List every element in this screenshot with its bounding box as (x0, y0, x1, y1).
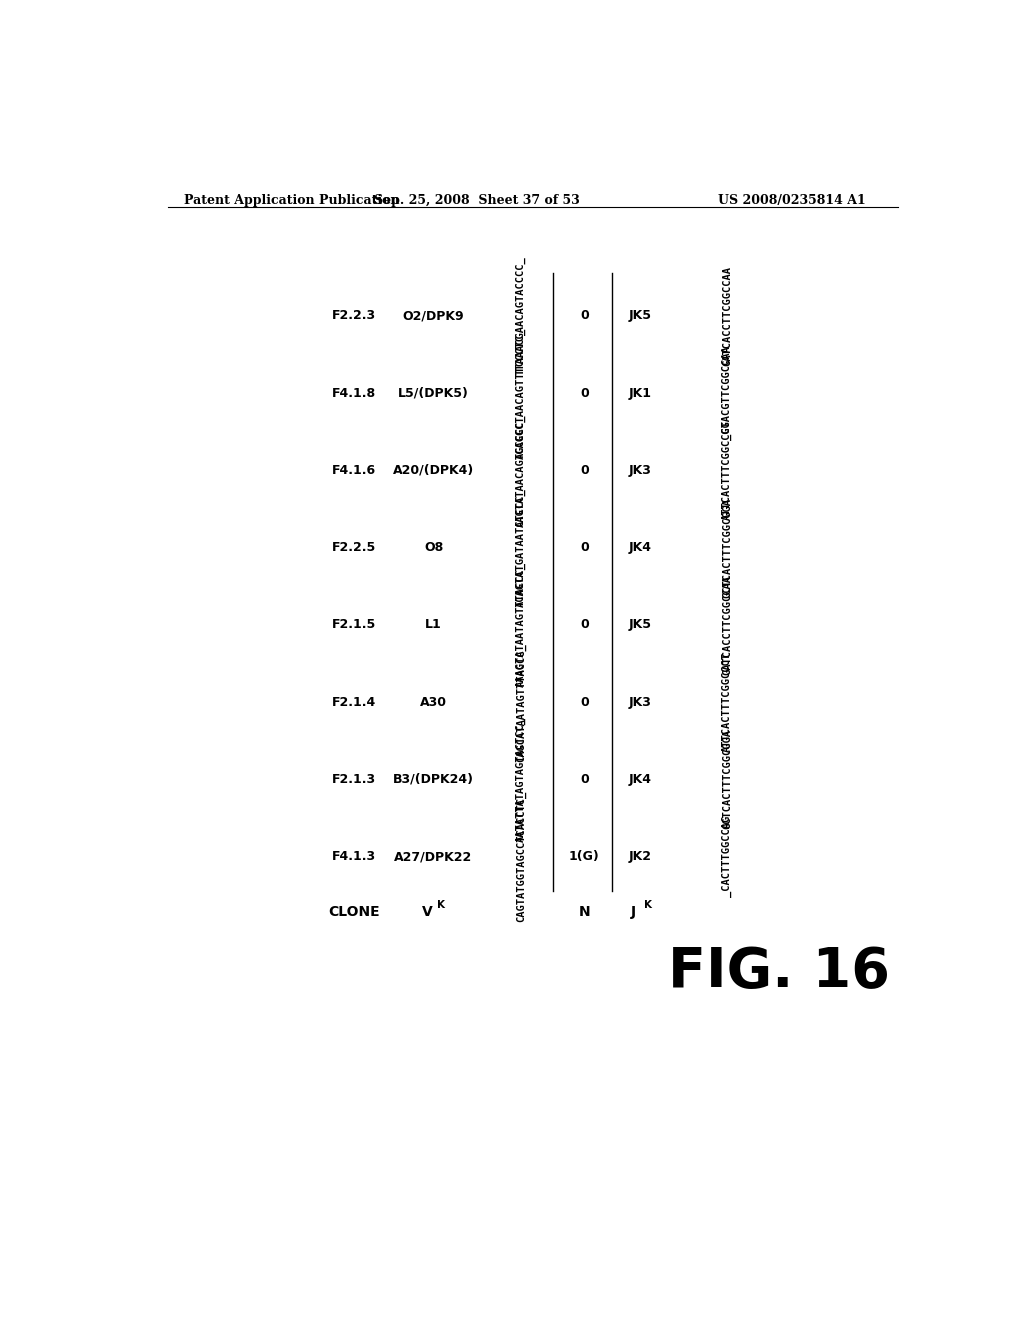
Text: _CACTTTGGCCAG: _CACTTTGGCCAG (722, 816, 732, 898)
Text: 0: 0 (580, 387, 589, 400)
Text: 0: 0 (580, 309, 589, 322)
Text: F2.2.5: F2.2.5 (332, 541, 376, 554)
Text: F4.1.6: F4.1.6 (332, 463, 376, 477)
Text: L1: L1 (425, 619, 442, 631)
Text: CAGTATGGTAGCCTCACCTC_: CAGTATGGTAGCCTCACCTC_ (516, 791, 526, 923)
Text: A20/(DPK4): A20/(DPK4) (393, 463, 474, 477)
Text: 0: 0 (580, 463, 589, 477)
Text: O2/DPK9: O2/DPK9 (402, 309, 464, 322)
Text: B3/(DPK24): B3/(DPK24) (393, 774, 474, 785)
Text: JK5: JK5 (629, 309, 651, 322)
Text: US 2008/0235814 A1: US 2008/0235814 A1 (718, 194, 866, 207)
Text: L5/(DPK5): L5/(DPK5) (398, 387, 469, 400)
Text: A30: A30 (420, 696, 447, 709)
Text: CLONE: CLONE (329, 906, 380, 920)
Text: F4.1.3: F4.1.3 (332, 850, 376, 863)
Text: 0: 0 (580, 774, 589, 785)
Text: FIG. 16: FIG. 16 (668, 945, 890, 998)
Text: JK5: JK5 (629, 619, 651, 631)
Text: F4.1.8: F4.1.8 (332, 387, 376, 400)
Text: ACAGGCTAACAGTTTCCCTC_: ACAGGCTAACAGTTTCCCTC_ (516, 327, 526, 459)
Text: Sep. 25, 2008  Sheet 37 of 53: Sep. 25, 2008 Sheet 37 of 53 (375, 194, 580, 207)
Text: K: K (437, 900, 445, 911)
Text: JK4: JK4 (629, 541, 651, 554)
Text: F2.1.5: F2.1.5 (332, 619, 376, 631)
Text: 0: 0 (580, 619, 589, 631)
Text: 0: 0 (580, 696, 589, 709)
Text: ATTCACTTTCGGCCCT: ATTCACTTTCGGCCCT (722, 421, 732, 520)
Text: GATCACCTTCGGCCAA: GATCACCTTCGGCCAA (722, 265, 732, 366)
Text: A27/DPK22: A27/DPK22 (394, 850, 473, 863)
Text: Patent Application Publication: Patent Application Publication (183, 194, 399, 207)
Text: J: J (631, 906, 636, 920)
Text: F2.2.3: F2.2.3 (332, 309, 376, 322)
Text: V: V (422, 906, 432, 920)
Text: K: K (644, 900, 652, 911)
Text: 0: 0 (580, 541, 589, 554)
Text: AATATTATAGTAGTACTCC_: AATATTATAGTAGTACTCC_ (516, 717, 526, 842)
Text: _GGACGTTCGGCCAA: _GGACGTTCGGCCAA (722, 346, 732, 440)
Text: ATTCACTTTCGGCCCT: ATTCACTTTCGGCCCT (722, 652, 732, 752)
Text: O8: O8 (424, 541, 443, 554)
Text: ACAGTATGATAATCTCCC_: ACAGTATGATAATCTCCC_ (516, 488, 526, 607)
Text: JK3: JK3 (629, 696, 651, 709)
Text: GCTCACTTTCGGCGGA: GCTCACTTTCGGCGGA (722, 498, 732, 598)
Text: N: N (579, 906, 590, 920)
Text: 1(G): 1(G) (569, 850, 600, 863)
Text: TTAAACGAACAGTACCCC_: TTAAACGAACAGTACCCC_ (516, 256, 526, 375)
Text: JK1: JK1 (629, 387, 651, 400)
Text: GCTCACTTTCGGCGGA: GCTCACTTTCGGCGGA (722, 730, 732, 829)
Text: GATCACCTTCGGCCAA: GATCACCTTCGGCCAA (722, 576, 732, 675)
Text: CAGCATAATAGTTTACCC_: CAGCATAATAGTTTACCC_ (516, 643, 526, 762)
Text: JK4: JK4 (629, 774, 651, 785)
Text: F2.1.4: F2.1.4 (332, 696, 376, 709)
Text: F2.1.3: F2.1.3 (332, 774, 376, 785)
Text: JK3: JK3 (629, 463, 651, 477)
Text: JK2: JK2 (629, 850, 651, 863)
Text: AAAGTATAATAGTTTACCC_: AAAGTATAATAGTTTACCC_ (516, 562, 526, 688)
Text: AAGTATAACAGTGCCCC_: AAGTATAACAGTGCCCC_ (516, 414, 526, 527)
